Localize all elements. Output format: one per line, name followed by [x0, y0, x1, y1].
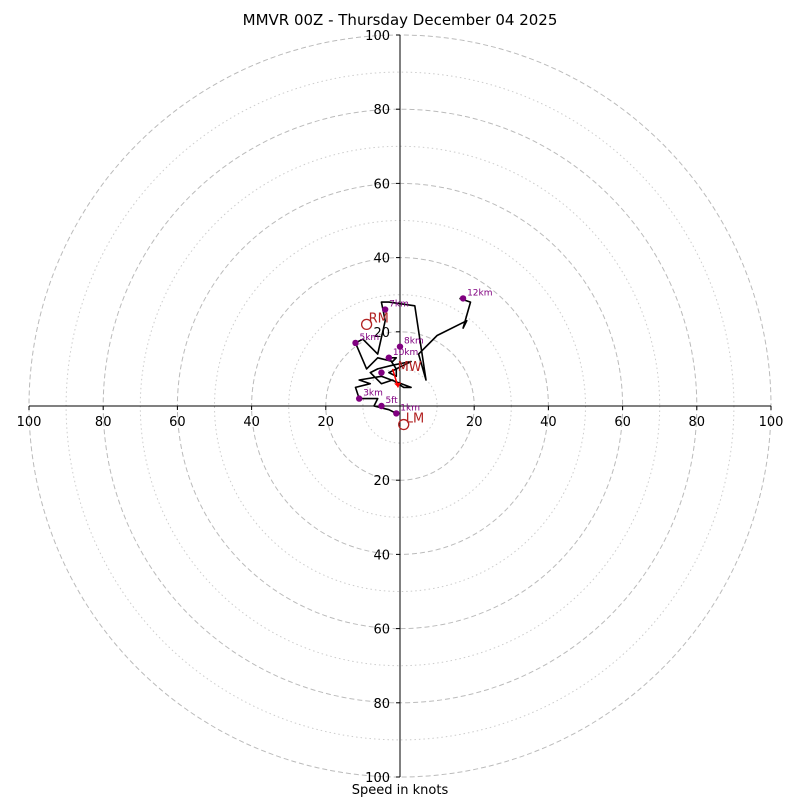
height-marker-label: 8km [404, 337, 424, 347]
wind-trace-line [354, 297, 472, 415]
x-tick-label: 40 [243, 415, 260, 430]
x-tick-label: 80 [95, 415, 112, 430]
y-tick-label: 20 [373, 474, 390, 489]
x-axis-label: Speed in knots [351, 783, 449, 798]
x-tick-label: 60 [614, 415, 631, 430]
y-tick-label: 100 [365, 29, 390, 44]
wind-trace [354, 297, 472, 415]
axes [29, 35, 771, 777]
x-tick-label: 20 [466, 415, 483, 430]
y-tick-label: 80 [373, 697, 390, 712]
height-marker-label: 10km [393, 348, 418, 358]
tick-labels: 100 80 60 40 20 20 40 60 80 100100806040202040608… [17, 29, 784, 786]
height-marker-dot [378, 402, 385, 410]
storm-motion-label: MW [398, 360, 422, 375]
height-marker-label: 5km [359, 333, 379, 343]
height-marker-dot [385, 354, 393, 361]
chart-title: MMVR 00Z - Thursday December 04 2025 [242, 11, 558, 29]
storm-motion-label: RM [369, 311, 389, 326]
height-marker-dot [352, 339, 359, 347]
storm-motion-markers: RM LM MW [360, 311, 424, 431]
y-tick-label: 60 [373, 623, 390, 638]
storm-motion-circle [398, 418, 410, 431]
height-marker-label: 12km [467, 288, 492, 298]
height-marker-label: 1km [400, 403, 420, 413]
y-tick-label: 80 [373, 103, 390, 118]
storm-motion-circle [360, 318, 373, 331]
x-tick-label: 20 [318, 415, 335, 430]
height-marker-dot [381, 306, 389, 313]
x-tick-label: 100 [759, 415, 784, 430]
x-tick-label: 40 [540, 415, 557, 430]
y-tick-label: 60 [373, 177, 390, 192]
x-tick-label: 100 [17, 415, 42, 430]
height-marker-label: 3km [363, 389, 383, 399]
x-tick-label: 80 [689, 415, 706, 430]
y-tick-label: 100 [365, 771, 390, 786]
height-marker-label: 7km [389, 300, 409, 310]
height-marker-dot [355, 395, 363, 402]
mean-wind-arrowhead [394, 382, 402, 388]
height-marker-dot [378, 369, 385, 376]
y-tick-label: 40 [373, 548, 390, 563]
height-marker-dot [396, 343, 404, 350]
y-tick-label: 40 [373, 252, 390, 267]
storm-motion-label: LM [406, 412, 424, 427]
x-tick-label: 60 [169, 415, 186, 430]
height-marker-dot [393, 410, 400, 417]
height-marker-label: 5ft [385, 396, 398, 406]
height-marker-dot [459, 295, 467, 302]
